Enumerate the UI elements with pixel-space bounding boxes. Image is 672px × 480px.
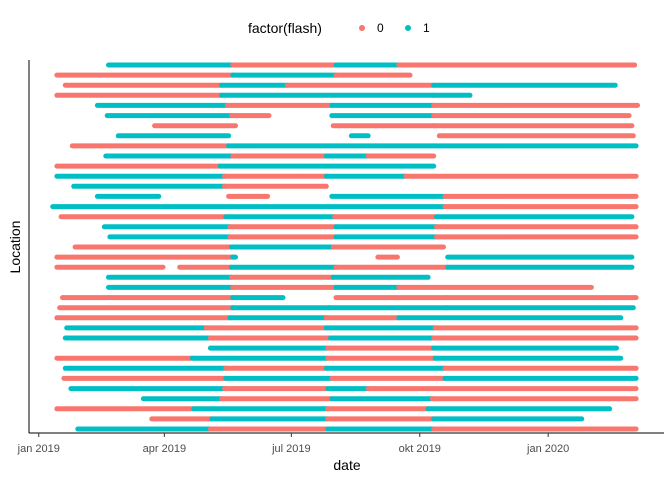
x-tick-label-3: okt 2019 (399, 443, 441, 455)
x-tick-label-0: jan 2019 (17, 443, 60, 455)
legend-title: factor(flash) (248, 20, 322, 36)
legend: factor(flash) 0 1 (248, 20, 430, 36)
x-axis-ticks: jan 2019 apr 2019 jul 2019 okt 2019 jan 2020 (17, 433, 569, 455)
x-tick-label-2: jul 2019 (271, 443, 311, 455)
x-tick-label-4: jan 2020 (526, 443, 569, 455)
x-tick-label-1: apr 2019 (143, 443, 186, 455)
legend-key-1 (405, 25, 411, 31)
legend-label-0: 0 (377, 21, 384, 35)
legend-key-0 (359, 25, 365, 31)
y-axis-title: Location (7, 221, 23, 274)
legend-label-1: 1 (423, 21, 430, 35)
bars-layer (50, 62, 640, 432)
x-axis-title: date (333, 457, 360, 473)
